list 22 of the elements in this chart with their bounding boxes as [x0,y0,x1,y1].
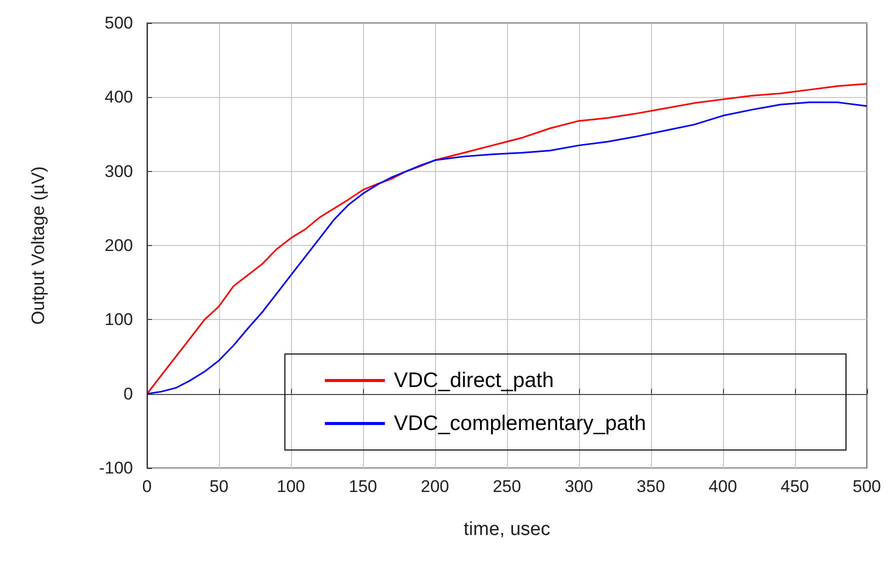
x-tick-label: 50 [210,477,228,496]
y-tick-label: 500 [104,14,133,32]
x-tick-label: 100 [276,477,306,496]
x-tick-label: 400 [708,477,738,496]
x-tick-label: 350 [636,477,666,496]
x-tick-label: 200 [420,477,450,496]
y-tick-label: -100 [98,458,133,478]
x-tick-label: 450 [780,477,810,496]
y-tick-label: 0 [124,384,133,404]
y-tick-label: 400 [104,88,133,107]
y-tick-label: 300 [104,162,133,181]
y-tick-label: 100 [104,310,133,330]
x-tick-label: 0 [142,477,152,496]
legend-label: VDC_complementary_path [394,412,646,435]
x-axis-title: time, usec [464,519,550,540]
x-tick-label: 500 [852,477,882,496]
legend-label: VDC_direct_path [394,369,554,392]
x-tick-label: 150 [348,477,378,496]
x-tick-label: 250 [492,477,522,496]
x-tick-label: 300 [564,477,594,496]
y-axis-title: Output Voltage (µV) [28,166,48,325]
y-tick-label: 200 [104,236,133,255]
